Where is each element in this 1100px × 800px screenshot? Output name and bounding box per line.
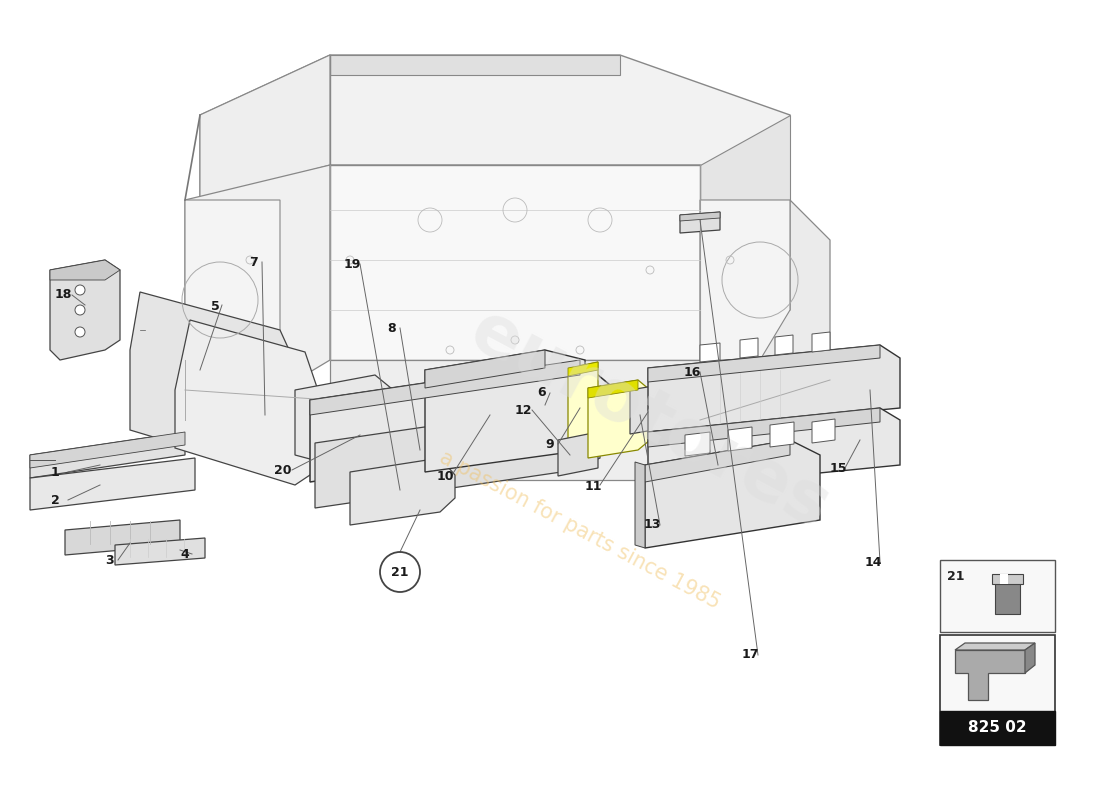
Polygon shape	[685, 432, 710, 456]
Text: 16: 16	[683, 366, 701, 378]
Polygon shape	[175, 320, 340, 485]
Polygon shape	[648, 345, 900, 432]
Polygon shape	[812, 419, 835, 443]
Text: 4: 4	[180, 547, 189, 561]
Polygon shape	[50, 260, 120, 280]
Text: a passion for parts since 1985: a passion for parts since 1985	[437, 447, 724, 613]
Polygon shape	[425, 350, 585, 472]
Polygon shape	[50, 260, 120, 360]
Polygon shape	[992, 574, 1023, 584]
Polygon shape	[740, 338, 758, 358]
Polygon shape	[588, 380, 638, 398]
Text: eurotores: eurotores	[459, 296, 842, 544]
Polygon shape	[330, 55, 620, 75]
Polygon shape	[700, 200, 790, 360]
Text: 13: 13	[644, 518, 661, 531]
Polygon shape	[295, 375, 430, 475]
Polygon shape	[65, 520, 180, 555]
Polygon shape	[812, 332, 830, 352]
Polygon shape	[996, 578, 1020, 614]
Text: 2: 2	[51, 494, 59, 506]
Polygon shape	[310, 360, 580, 415]
Polygon shape	[648, 408, 880, 447]
Text: 21: 21	[947, 570, 965, 582]
Polygon shape	[776, 335, 793, 355]
Polygon shape	[310, 360, 610, 482]
Polygon shape	[330, 360, 700, 480]
FancyBboxPatch shape	[940, 560, 1055, 632]
Text: 825 02: 825 02	[968, 721, 1026, 735]
Polygon shape	[700, 343, 720, 362]
Text: 7: 7	[249, 257, 257, 270]
Text: 21: 21	[392, 566, 409, 578]
Polygon shape	[558, 432, 598, 476]
Polygon shape	[200, 55, 330, 200]
Polygon shape	[700, 200, 830, 480]
Polygon shape	[200, 55, 790, 200]
Circle shape	[75, 285, 85, 295]
Polygon shape	[955, 650, 1025, 700]
Text: 19: 19	[343, 258, 361, 271]
Polygon shape	[116, 538, 205, 565]
FancyBboxPatch shape	[940, 635, 1055, 745]
Polygon shape	[645, 440, 790, 482]
Polygon shape	[1025, 643, 1035, 673]
Polygon shape	[568, 362, 598, 376]
Text: 14: 14	[865, 555, 882, 569]
Text: 10: 10	[437, 470, 453, 482]
Circle shape	[75, 305, 85, 315]
Polygon shape	[680, 212, 720, 221]
Text: 9: 9	[546, 438, 554, 451]
Polygon shape	[630, 384, 672, 434]
Polygon shape	[130, 292, 330, 475]
Polygon shape	[648, 345, 880, 382]
Polygon shape	[425, 350, 544, 388]
Polygon shape	[30, 432, 185, 478]
Polygon shape	[648, 408, 900, 490]
Text: 15: 15	[829, 462, 847, 474]
Polygon shape	[185, 200, 280, 380]
Polygon shape	[588, 380, 650, 458]
Text: 6: 6	[538, 386, 547, 399]
Polygon shape	[315, 405, 600, 508]
Text: 17: 17	[741, 649, 759, 662]
Polygon shape	[350, 458, 455, 525]
Polygon shape	[700, 115, 790, 200]
Text: 1: 1	[51, 466, 59, 478]
Polygon shape	[1000, 574, 1008, 584]
Text: 3: 3	[106, 554, 114, 566]
Circle shape	[75, 327, 85, 337]
Text: 18: 18	[54, 289, 72, 302]
Text: 12: 12	[515, 405, 531, 418]
Polygon shape	[30, 458, 195, 510]
Polygon shape	[955, 643, 1035, 650]
Polygon shape	[330, 165, 700, 360]
Polygon shape	[645, 440, 820, 548]
Polygon shape	[635, 462, 645, 548]
Polygon shape	[728, 427, 752, 451]
Polygon shape	[680, 212, 720, 233]
Polygon shape	[30, 432, 185, 468]
Text: 8: 8	[387, 322, 396, 334]
Text: 20: 20	[274, 463, 292, 477]
Text: 5: 5	[210, 299, 219, 313]
Polygon shape	[568, 362, 598, 448]
Polygon shape	[770, 422, 794, 447]
Text: 11: 11	[584, 479, 602, 493]
FancyBboxPatch shape	[940, 711, 1055, 745]
Polygon shape	[185, 165, 330, 390]
